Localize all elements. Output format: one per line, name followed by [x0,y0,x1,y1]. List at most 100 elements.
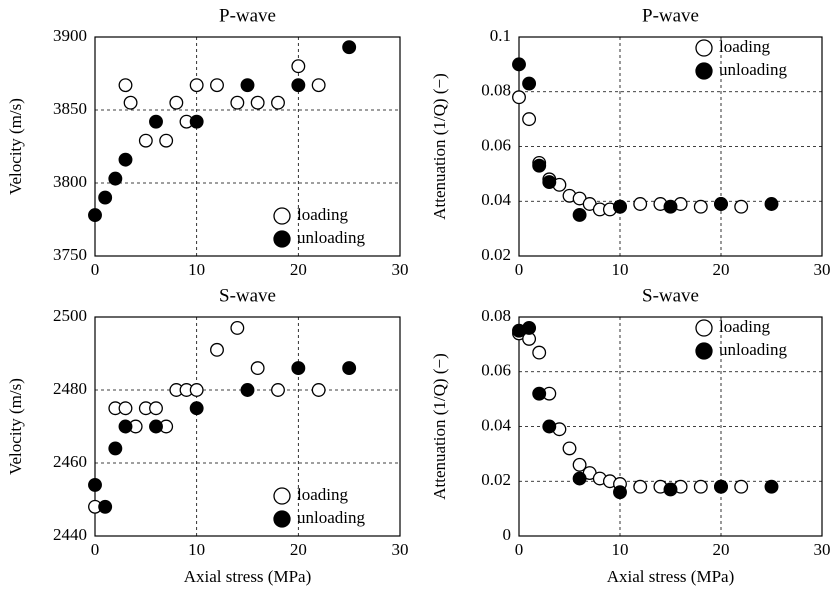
x-tick-label: 30 [392,260,409,279]
data-point [149,114,163,129]
data-point [342,40,357,55]
y-tick-label: 0.08 [481,306,511,325]
data-point [291,361,306,376]
y-tick-label: 3850 [53,99,87,118]
subplot-title: S-wave [642,285,699,306]
y-tick-label: 0.04 [481,415,511,434]
x-tick-label: 10 [612,540,629,559]
data-point [230,95,245,110]
data-point [210,78,224,93]
data-point [98,499,113,514]
data-point [532,158,547,173]
data-point [532,345,547,360]
data-point [342,361,357,376]
x-tick-label: 10 [188,260,205,279]
y-tick-label: 2440 [53,525,87,544]
x-tick-label: 20 [713,540,730,559]
y-tick-label: 3750 [53,245,87,264]
data-point [633,479,648,494]
data-point [693,479,708,494]
legend-label: unloading [297,508,365,527]
data-point [230,321,245,335]
y-tick-label: 2460 [53,452,87,471]
legend-label: loading [297,485,348,504]
x-tick-label: 0 [91,260,100,279]
data-point [734,479,749,494]
legend-label: loading [719,37,770,56]
data-point [291,59,306,74]
y-tick-label: 3900 [53,26,87,45]
data-point [572,471,587,486]
data-point [149,419,163,434]
x-axis-label: Axial stress (MPa) [184,567,311,586]
data-point [562,441,577,456]
data-point [532,386,547,401]
legend-label: loading [297,205,348,224]
y-tick-label: 0.08 [481,81,511,100]
data-point [149,401,163,416]
data-point [512,57,526,72]
legend-label: loading [719,317,770,336]
subplot-title: S-wave [219,285,276,306]
data-point [613,485,627,500]
data-point [118,401,133,416]
plot-frame [94,36,401,257]
data-point [250,95,265,110]
subplot-title: P-wave [642,5,699,26]
legend-marker [695,342,713,360]
plot-frame [518,36,823,257]
x-tick-label: 30 [814,540,831,559]
data-point [764,479,779,494]
data-point [108,441,123,456]
x-tick-label: 30 [814,260,831,279]
data-point [764,197,779,211]
legend-label: unloading [297,228,365,247]
data-point [522,76,537,91]
data-point [159,133,174,148]
y-tick-label: 0 [503,525,512,544]
x-tick-label: 10 [188,540,205,559]
x-tick-label: 0 [515,260,524,279]
data-point [88,208,102,223]
x-tick-label: 20 [290,540,307,559]
y-axis-label: Velocity (m/s) [6,378,25,475]
data-point [542,175,557,190]
data-point [633,197,648,211]
legend-label: unloading [719,340,787,359]
data-point [572,457,587,472]
x-tick-label: 0 [515,540,524,559]
y-tick-label: 3800 [53,172,87,191]
data-point [118,152,133,167]
legend-marker [695,62,713,80]
data-point [734,199,749,214]
data-point [189,383,204,397]
legend-marker [695,39,713,57]
data-point [311,78,326,93]
data-point [138,133,153,148]
data-point [714,197,728,211]
data-point [663,482,678,497]
data-point [663,199,678,214]
data-point [189,78,204,93]
data-point [522,321,537,335]
x-tick-label: 30 [392,540,409,559]
data-point [98,190,113,205]
data-point [542,419,557,434]
data-point [572,207,587,222]
subplot: S-wave 0 0.02 0.04 0.06 0.08 0 10 20 30 Attenuatio… [430,285,831,586]
data-point [512,90,526,105]
data-point [522,112,537,127]
plot-frame [518,316,823,537]
legend-marker [273,230,291,248]
y-tick-label: 0.06 [481,135,511,154]
data-point [118,419,133,434]
subplot: P-wave 3750 3800 3850 3900 0 10 20 30 Velocity (m… [6,5,409,279]
data-point [88,477,102,492]
x-tick-label: 20 [290,260,307,279]
data-point [613,199,627,214]
data-point [291,78,306,93]
legend-marker [273,510,291,528]
y-tick-label: 2500 [53,306,87,325]
y-tick-label: 0.1 [490,26,511,45]
